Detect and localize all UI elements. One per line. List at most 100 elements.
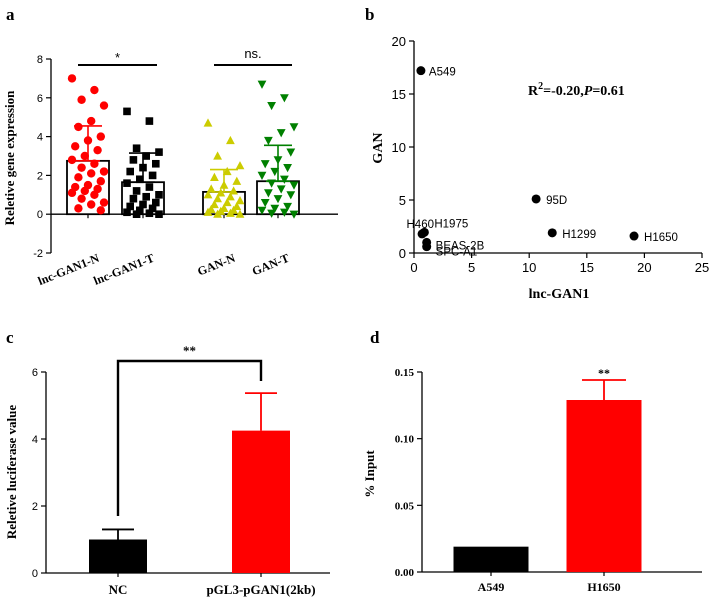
d-sig-label: ** xyxy=(598,366,610,380)
a-point xyxy=(260,198,270,208)
a-point xyxy=(132,144,141,153)
a-point xyxy=(129,194,138,203)
a-point xyxy=(273,156,283,165)
a-point xyxy=(235,161,245,170)
a-point xyxy=(145,183,154,191)
a-point xyxy=(286,191,296,200)
a-y-tick-label: 4 xyxy=(37,132,43,144)
d-x-tick-label: H1650 xyxy=(587,580,620,594)
a-point xyxy=(235,196,245,205)
b-point xyxy=(547,228,557,238)
b-point xyxy=(422,242,432,252)
a-y-tick-label: -2 xyxy=(33,248,43,260)
a-point xyxy=(203,207,213,216)
panel-a-significance: * ns. xyxy=(78,46,292,66)
b-point xyxy=(416,66,426,76)
panel-b: b GAN lnc-GAN1 R2=-0.20,P=0.61 051015200… xyxy=(365,5,709,302)
panel-a-points xyxy=(67,74,299,219)
a-point xyxy=(213,151,222,160)
a-point xyxy=(273,195,283,204)
a-point xyxy=(155,148,163,156)
a-point xyxy=(139,163,147,172)
a-point xyxy=(132,187,141,195)
a-point xyxy=(264,136,273,146)
a-point xyxy=(132,210,141,218)
a-point xyxy=(67,74,77,83)
c-y-tick-label: 4 xyxy=(32,434,38,446)
a-point xyxy=(286,148,296,157)
a-point xyxy=(74,204,83,213)
a-point xyxy=(90,159,99,168)
panel-d-axes: 0.00 0.05 0.10 0.15 A549 H1650 xyxy=(395,367,702,594)
a-point xyxy=(123,208,131,217)
c-sig-bracket xyxy=(116,359,263,517)
r2-value: =-0.20, xyxy=(543,84,584,99)
c-sig-label: ** xyxy=(183,343,196,358)
a-point xyxy=(99,198,109,207)
a-point xyxy=(222,166,232,176)
b-point-label: H460 xyxy=(407,219,435,231)
b-point-label: H1650 xyxy=(644,232,678,244)
a-point xyxy=(203,190,213,199)
panel-c-ylabel: Reletive luciferase value xyxy=(4,405,19,540)
b-y-tick-label: 0 xyxy=(399,246,406,261)
c-y-tick-label: 2 xyxy=(32,501,38,513)
b-x-tick-label: 10 xyxy=(522,260,536,275)
a-point xyxy=(276,185,286,194)
a-point xyxy=(123,179,131,187)
a-point xyxy=(216,188,226,197)
a-point xyxy=(96,177,106,186)
a-point xyxy=(145,209,154,218)
a-point xyxy=(142,192,150,201)
a-point xyxy=(270,204,280,213)
a-point xyxy=(90,85,99,95)
a-point xyxy=(67,155,77,165)
panel-b-ylabel: GAN xyxy=(371,132,386,163)
b-x-tick-label: 0 xyxy=(410,260,417,275)
a-point xyxy=(126,202,134,211)
a-point xyxy=(229,186,238,195)
a-point xyxy=(155,191,163,199)
b-point-label: H1299 xyxy=(562,229,596,241)
b-y-tick-label: 5 xyxy=(399,193,406,208)
a-point xyxy=(152,198,160,207)
a-x-tick-label: GAN-N xyxy=(195,251,237,279)
a-y-tick-label: 8 xyxy=(37,54,43,66)
a-point xyxy=(235,209,245,218)
b-y-tick-label: 15 xyxy=(392,87,406,102)
a-point xyxy=(203,118,213,127)
a-point xyxy=(148,204,157,213)
a-x-tick-label: GAN-T xyxy=(250,251,291,278)
a-point xyxy=(77,163,86,172)
a-point xyxy=(226,135,235,145)
panel-b-annotation: R2=-0.20,P=0.61 xyxy=(528,81,625,99)
a-point xyxy=(267,101,276,111)
a-point xyxy=(232,176,242,185)
a-point xyxy=(219,180,229,189)
a-point xyxy=(74,173,83,182)
b-point xyxy=(629,231,639,241)
a-point xyxy=(267,179,276,188)
panel-a-letter: a xyxy=(6,5,15,24)
c-bar xyxy=(232,430,290,573)
a-point xyxy=(280,175,289,184)
d-bar xyxy=(453,546,529,572)
a-point xyxy=(276,129,286,138)
b-y-tick-label: 20 xyxy=(392,34,406,49)
a-point xyxy=(136,206,144,215)
c-y-tick-label: 6 xyxy=(32,367,38,379)
p-label: P xyxy=(584,84,593,99)
a-point xyxy=(71,142,80,151)
panel-a: a Reletive gene expression -2 0 2 4 6 8 lnc-GA… xyxy=(2,5,338,288)
panel-b-xlabel: lnc-GAN1 xyxy=(529,287,590,302)
p-value: =0.61 xyxy=(592,84,624,99)
d-y-tick-label: 0.15 xyxy=(395,367,415,379)
b-x-tick-label: 5 xyxy=(468,260,475,275)
a-point xyxy=(77,194,86,203)
a-y-tick-label: 2 xyxy=(37,170,43,182)
panel-a-ylabel: Reletive gene expression xyxy=(2,90,17,226)
a-point xyxy=(136,175,144,184)
b-point-label: H1975 xyxy=(434,218,468,230)
